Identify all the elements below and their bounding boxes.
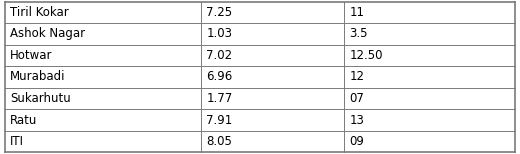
- Text: 11: 11: [349, 6, 364, 19]
- Text: 1.77: 1.77: [206, 92, 233, 105]
- Text: Hotwar: Hotwar: [10, 49, 53, 62]
- Text: Murabadi: Murabadi: [10, 71, 66, 83]
- Text: 3.5: 3.5: [349, 27, 368, 40]
- Text: 13: 13: [349, 114, 364, 127]
- Text: 09: 09: [349, 135, 364, 148]
- Text: 7.02: 7.02: [206, 49, 232, 62]
- Text: 8.05: 8.05: [206, 135, 232, 148]
- Text: 7.25: 7.25: [206, 6, 232, 19]
- Text: 7.91: 7.91: [206, 114, 233, 127]
- Text: 1.03: 1.03: [206, 27, 232, 40]
- Text: Ashok Nagar: Ashok Nagar: [10, 27, 85, 40]
- Text: 12: 12: [349, 71, 364, 83]
- Text: ITI: ITI: [10, 135, 24, 148]
- Text: 12.50: 12.50: [349, 49, 383, 62]
- Text: Tiril Kokar: Tiril Kokar: [10, 6, 69, 19]
- Text: 6.96: 6.96: [206, 71, 233, 83]
- Text: 07: 07: [349, 92, 364, 105]
- Text: Ratu: Ratu: [10, 114, 37, 127]
- Text: Sukarhutu: Sukarhutu: [10, 92, 71, 105]
